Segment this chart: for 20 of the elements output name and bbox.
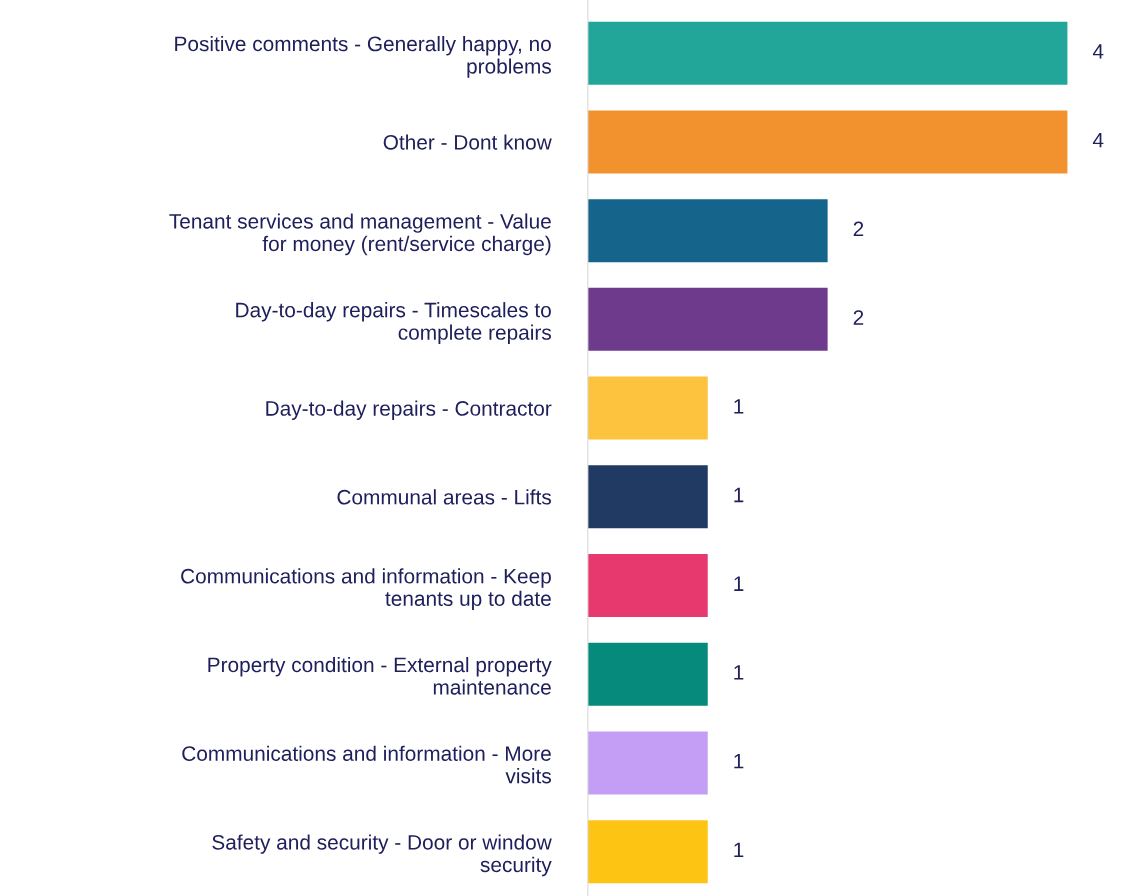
data-label: 1 [734,753,744,769]
data-label: 2 [853,310,864,325]
y-tick-label: Day-to-day repairs - Timescales to complete repairs [236,302,551,344]
data-label: 2 [853,221,864,237]
data-label: 4 [1092,133,1104,148]
data-label: 1 [734,665,744,680]
y-tick-label: Positive comments - Generally happy, no problems [175,35,551,78]
data-label: 1 [734,842,744,858]
y-tick-label: Day-to-day repairs - Contractor [266,400,552,420]
y-tick-label: Tenant services and management - Value for money (rent/service charge) [169,213,551,256]
y-tick-label: Communal areas - Lifts [337,489,551,505]
y-tick-label: Safety and security - Door or window security [212,834,552,877]
data-label: 1 [734,399,744,414]
y-tick-label: Communications and information - More visits [182,745,551,784]
y-tick-label: Communications and information - Keep tenants up to date [181,568,551,611]
data-label: 4 [1092,44,1104,59]
y-tick-label: Other - Dont know [383,134,552,150]
y-tick-label: Property condition - External property maintenance [208,656,552,695]
data-label: 1 [734,487,744,503]
data-label: 1 [734,576,744,591]
